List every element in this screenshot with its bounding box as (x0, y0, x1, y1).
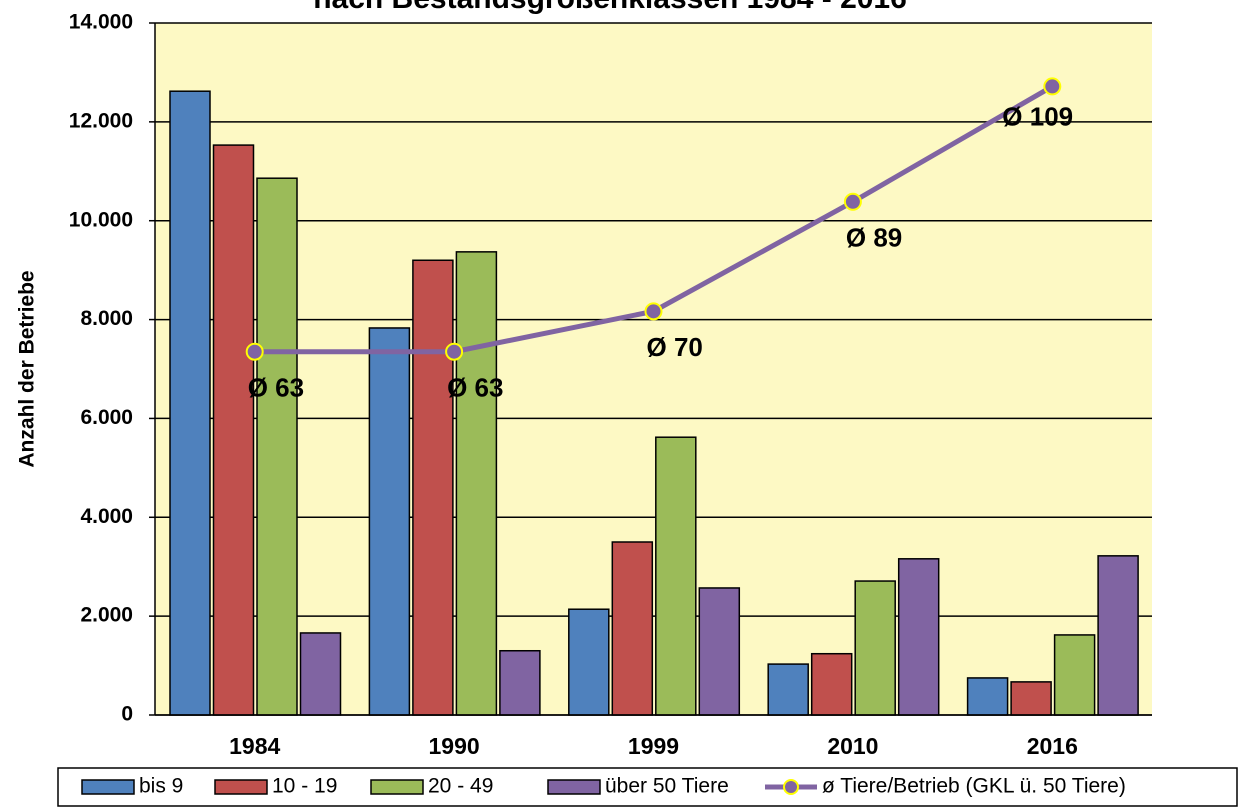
legend-swatch (783, 779, 799, 795)
x-tick-label: 2016 (1027, 733, 1078, 759)
y-tick-label: 6.000 (80, 406, 133, 429)
x-tick-label: 1990 (429, 733, 480, 759)
x-tick-label: 1984 (229, 733, 280, 759)
line-marker (843, 192, 862, 211)
bar (256, 177, 298, 716)
y-tick-label: 0 (121, 703, 133, 726)
data-label: Ø 70 (647, 332, 703, 362)
bar (966, 677, 1009, 716)
bar (368, 327, 411, 716)
data-label: Ø 109 (1002, 101, 1073, 131)
bar (1097, 555, 1139, 716)
bar (767, 663, 809, 716)
bar (854, 580, 896, 716)
x-tick-label: 2010 (827, 733, 878, 759)
legend-label: ø Tiere/Betrieb (GKL ü. 50 Tiere) (822, 775, 1126, 798)
data-label: Ø 63 (447, 373, 503, 403)
legend-swatch (214, 779, 268, 795)
legend-label: über 50 Tiere (605, 775, 729, 798)
line-marker (445, 342, 464, 361)
bar (455, 251, 498, 716)
bar (499, 649, 541, 716)
legend-label: bis 9 (139, 775, 183, 798)
data-label: Ø 63 (248, 373, 304, 403)
y-tick-label: 12.000 (69, 109, 133, 132)
bar (810, 652, 853, 716)
bar (1010, 681, 1052, 716)
line-marker (644, 302, 663, 321)
legend-label: 20 - 49 (428, 775, 493, 798)
y-tick-label: 10.000 (69, 208, 133, 231)
legend-swatch (547, 779, 601, 795)
line-marker (1043, 77, 1062, 96)
legend-swatch (81, 779, 135, 795)
line-marker (245, 342, 264, 361)
y-tick-label: 4.000 (80, 505, 133, 528)
chart-title: nach Bestandsgrößenklassen 1984 - 2016 (313, 0, 907, 15)
y-tick-label: 8.000 (80, 307, 133, 330)
bar (212, 144, 255, 716)
y-tick-label: 14.000 (69, 11, 133, 34)
plot-area (155, 23, 1152, 715)
bar (698, 587, 741, 716)
bar (169, 90, 211, 716)
legend-swatch (370, 779, 424, 795)
x-tick-label: 1999 (628, 733, 679, 759)
legend-label: 10 - 19 (272, 775, 337, 798)
bar (1053, 634, 1096, 716)
bar (655, 436, 697, 716)
bar (897, 558, 940, 716)
bar (568, 608, 610, 716)
y-axis-label: Anzahl der Betriebe (16, 270, 39, 467)
y-tick-label: 2.000 (80, 604, 133, 627)
bar (299, 632, 342, 716)
bar (611, 541, 654, 716)
data-label: Ø 89 (846, 223, 902, 253)
bar (412, 259, 454, 716)
